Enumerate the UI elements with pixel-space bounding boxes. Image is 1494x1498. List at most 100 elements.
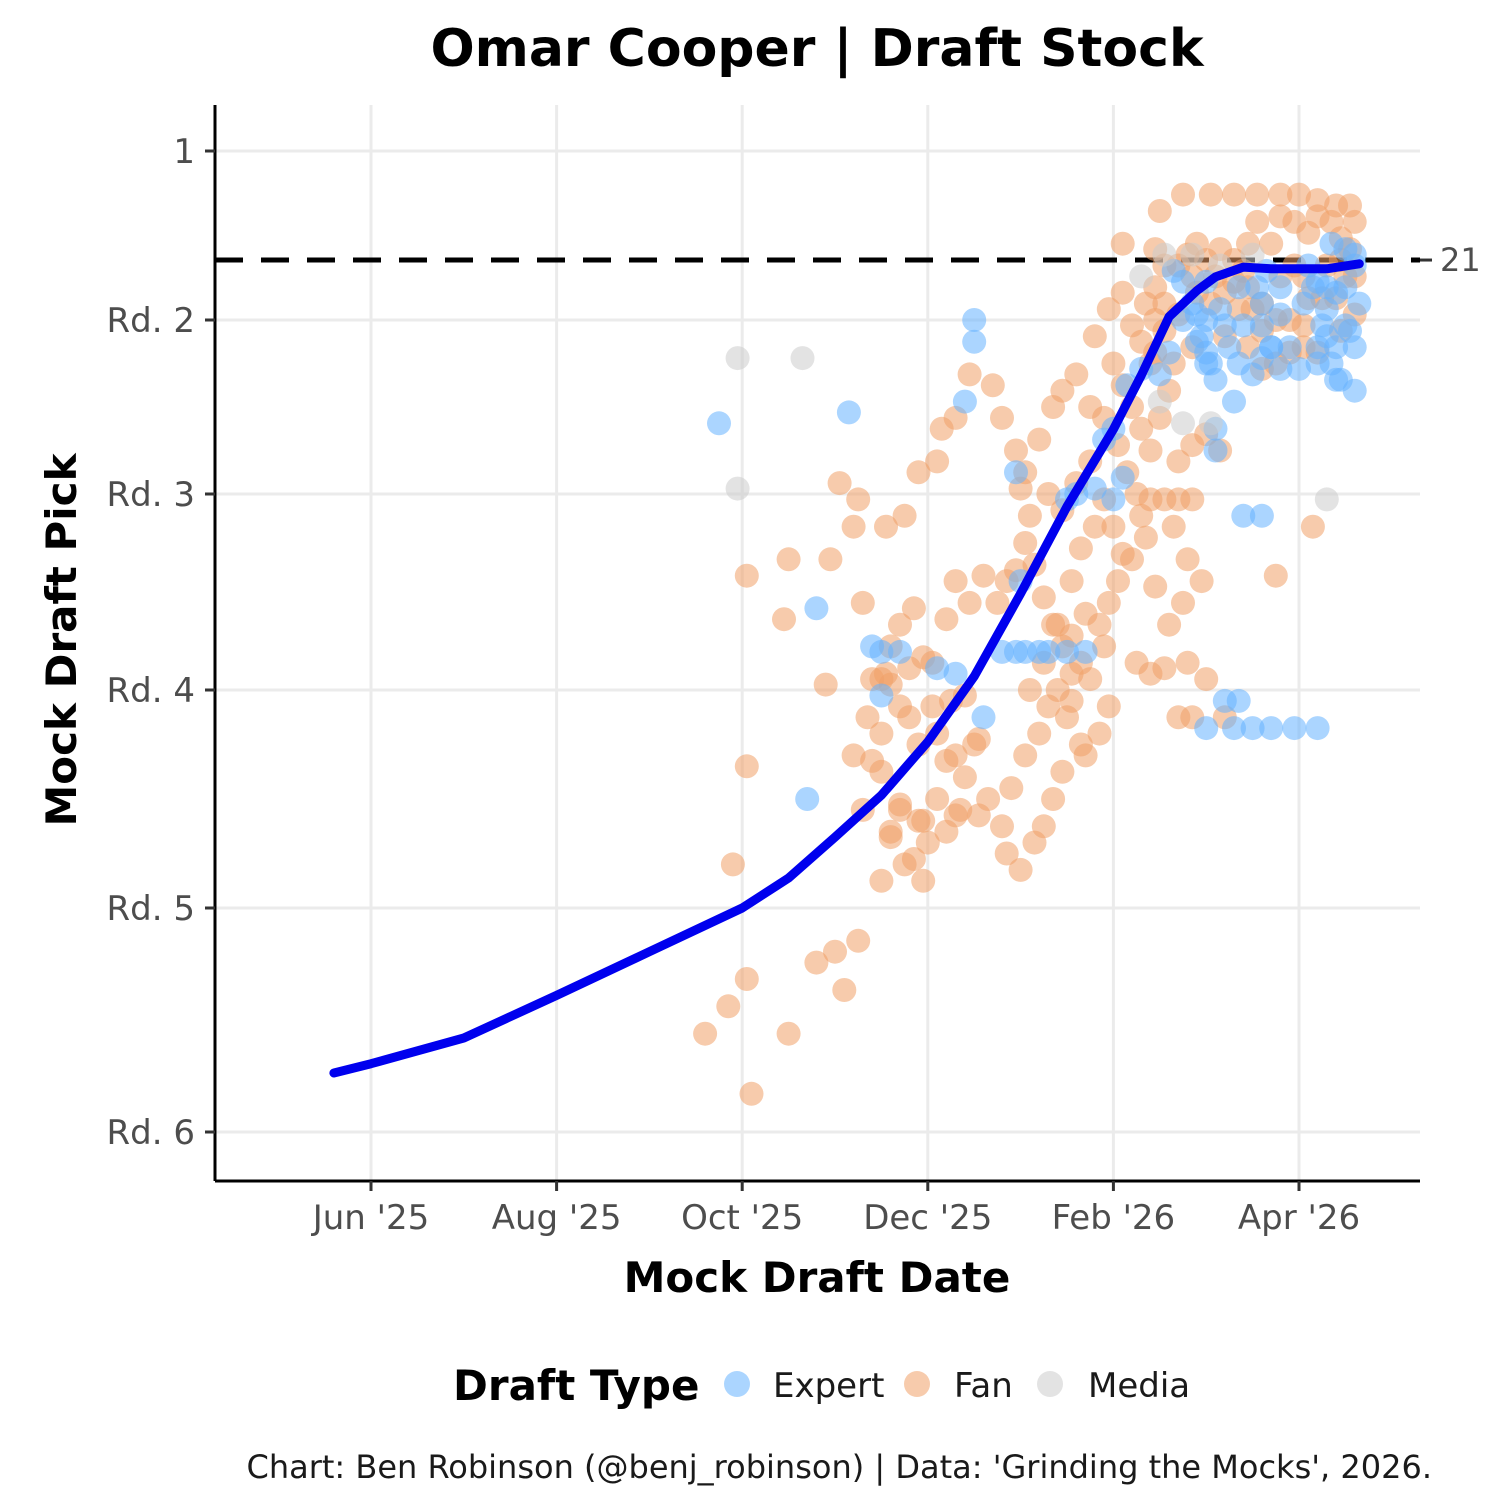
point-expert (952, 389, 977, 414)
point-fan (1096, 694, 1121, 719)
point-fan (925, 449, 950, 474)
point-expert (1208, 297, 1233, 322)
point-media (790, 346, 815, 371)
point-expert (836, 400, 861, 425)
point-fan (1068, 536, 1093, 561)
x-tick-label: Feb '26 (1052, 1198, 1176, 1238)
point-expert (795, 787, 820, 811)
point-fan (920, 694, 945, 719)
point-fan (1263, 563, 1288, 588)
reference-line-label: 21 (1440, 241, 1481, 279)
point-media (1129, 264, 1154, 289)
y-tick-label: Rd. 3 (107, 475, 195, 515)
point-fan (874, 514, 898, 539)
legend-title: Draft Type (453, 1361, 699, 1410)
point-fan (716, 994, 741, 1019)
point-expert (1268, 302, 1293, 327)
point-fan (915, 830, 940, 855)
x-tick-label: Apr '26 (1238, 1198, 1360, 1238)
point-fan (1268, 182, 1293, 207)
point-fan (734, 754, 759, 779)
point-expert (1338, 318, 1362, 343)
point-fan (734, 563, 759, 588)
point-media (725, 476, 750, 501)
point-expert (1082, 476, 1107, 501)
point-fan (1059, 569, 1084, 594)
reference-line-group: 21 (215, 241, 1481, 279)
point-expert (1277, 335, 1302, 360)
point-expert (707, 411, 731, 436)
point-fan (1096, 590, 1121, 615)
point-fan (906, 460, 931, 485)
point-fan (994, 841, 1019, 866)
point-fan (952, 765, 977, 790)
point-expert (1231, 313, 1256, 338)
point-fan (1166, 449, 1191, 474)
point-fan (976, 787, 1001, 811)
point-media (1240, 242, 1265, 267)
point-expert (1347, 291, 1372, 316)
point-fan (850, 590, 875, 615)
point-fan (841, 743, 866, 768)
point-fan (1013, 531, 1038, 555)
point-expert (943, 661, 968, 686)
point-fan (1110, 541, 1135, 566)
point-expert (1222, 716, 1246, 741)
point-fan (874, 661, 898, 686)
y-tick-label: 1 (173, 132, 195, 172)
point-expert (1314, 324, 1339, 349)
point-fan (1138, 438, 1163, 463)
point-fan (693, 1021, 718, 1046)
point-fan (957, 590, 982, 615)
point-fan (776, 1021, 801, 1046)
point-fan (1175, 547, 1200, 572)
point-media (725, 346, 750, 371)
point-fan (818, 547, 843, 572)
point-fan (1087, 721, 1112, 746)
point-expert (971, 705, 996, 730)
x-tick-label: Oct '25 (681, 1198, 803, 1238)
point-expert (1324, 280, 1349, 305)
point-fan (1342, 209, 1367, 234)
point-expert (1222, 389, 1246, 414)
point-expert (1305, 269, 1330, 294)
point-expert (869, 639, 894, 664)
y-tick-label: Rd. 6 (107, 1113, 195, 1153)
point-fan (901, 596, 926, 621)
point-fan (1041, 787, 1066, 811)
point-fan (1143, 574, 1168, 599)
point-fan (1194, 667, 1219, 692)
point-media (1314, 487, 1339, 512)
legend: Draft Type Expert Fan Media (453, 1361, 1190, 1410)
point-fan (1245, 182, 1270, 207)
point-fan (1022, 830, 1047, 855)
point-fan (1027, 721, 1052, 746)
point-fan (911, 868, 936, 893)
point-fan (1259, 231, 1284, 256)
point-fan (1147, 199, 1172, 223)
point-fan (957, 362, 982, 387)
point-fan (1008, 857, 1033, 882)
point-expert (1055, 639, 1079, 664)
point-fan (943, 569, 968, 594)
point-fan (1101, 514, 1126, 539)
point-fan (1161, 514, 1186, 539)
point-expert (869, 683, 894, 708)
point-fan (999, 776, 1024, 801)
point-expert (1226, 275, 1251, 300)
legend-swatch-fan (904, 1371, 930, 1397)
point-fan (841, 514, 866, 539)
point-fan (1050, 759, 1075, 784)
point-fan (1045, 612, 1070, 637)
point-fan (1036, 482, 1061, 506)
point-fan (990, 814, 1014, 839)
chart-title: Omar Cooper | Draft Stock (430, 19, 1205, 79)
point-expert (1073, 639, 1098, 664)
point-expert (1157, 340, 1182, 365)
point-fan (911, 808, 936, 833)
point-fan (739, 1081, 764, 1106)
point-expert (888, 639, 912, 664)
point-fan (1096, 297, 1121, 322)
point-expert (962, 329, 987, 354)
point-fan (1050, 378, 1075, 403)
